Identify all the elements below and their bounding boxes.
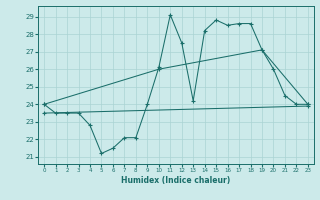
X-axis label: Humidex (Indice chaleur): Humidex (Indice chaleur): [121, 176, 231, 185]
